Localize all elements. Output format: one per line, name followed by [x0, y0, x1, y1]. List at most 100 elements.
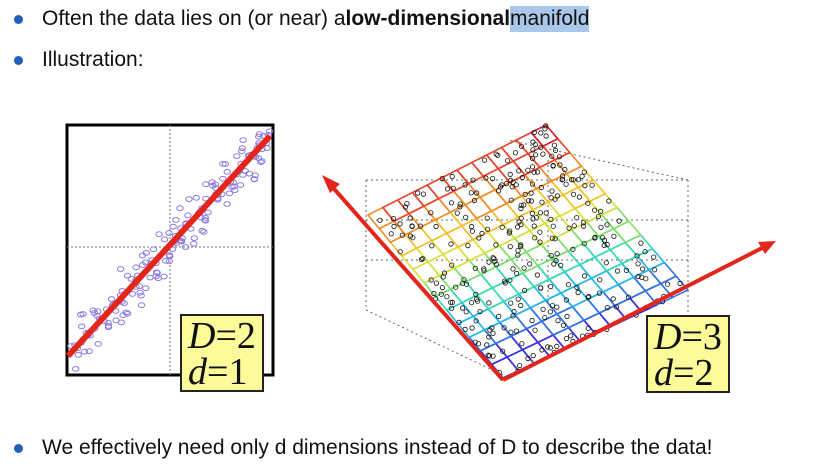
surface-cell [453, 259, 483, 283]
scatter-point [250, 176, 259, 182]
surface-point [515, 248, 521, 254]
surface-point [603, 260, 609, 266]
surface-point [639, 274, 645, 280]
scatter-point [141, 259, 150, 266]
surface-cell [426, 253, 456, 277]
surface-point [548, 216, 554, 223]
surface-point [579, 173, 585, 179]
surface-point [592, 234, 598, 240]
bullet-text-prefix: Often the data lies on (or near) a [42, 7, 346, 30]
surface-point [531, 129, 537, 136]
surface-point [538, 130, 544, 136]
surface-point [543, 210, 549, 216]
surface-point [397, 249, 403, 255]
surface-cell [624, 234, 654, 258]
surface-point [589, 182, 595, 188]
surface-point [538, 184, 544, 191]
surface-point [634, 253, 640, 259]
scatter-point [142, 285, 150, 292]
surface-point [529, 155, 536, 162]
surface-cell [411, 184, 441, 208]
surface-point [540, 151, 546, 157]
scatter-point [122, 309, 130, 316]
surface-point [457, 201, 463, 207]
surface-point [598, 224, 604, 230]
surface-point [420, 191, 427, 197]
surface-point [582, 182, 588, 189]
scatter-point [137, 292, 145, 299]
surface-point [493, 261, 499, 267]
bullet-text-bold: low-dimensional [345, 7, 511, 30]
bullet-manifold: Often the data lies on (or near) a low-d… [14, 6, 590, 32]
surface-point [513, 328, 519, 334]
surface-cell [389, 233, 418, 257]
surface-cell [540, 236, 570, 260]
surface-point [530, 216, 536, 222]
surface-cell [617, 276, 647, 300]
surface-point [457, 204, 463, 210]
surface-point [415, 190, 421, 196]
surface-cell [506, 272, 536, 296]
surface-point [550, 162, 556, 169]
surface-cell [548, 270, 578, 294]
bullet-illustration: Illustration: [14, 47, 144, 73]
surface-point [552, 196, 558, 202]
bullet-text: Illustration: [42, 48, 144, 71]
surface-point [410, 235, 416, 241]
surface-cell [590, 269, 620, 293]
surface-point [568, 333, 574, 339]
surface-point [519, 341, 525, 347]
surface-point [570, 177, 576, 183]
surface-point [528, 198, 534, 204]
scatter-point [263, 145, 271, 152]
scatter-2d-figure [65, 123, 275, 377]
surface-point [490, 353, 496, 359]
surface-point [550, 223, 556, 229]
surface-point [539, 347, 545, 353]
scatter-point [116, 266, 125, 272]
scatter-point [162, 257, 170, 264]
surface-cell [620, 255, 651, 279]
surface-point [533, 152, 539, 158]
surface-cell [547, 193, 577, 217]
surface-point [585, 200, 591, 206]
surface-point [547, 309, 553, 315]
scatter-point [123, 272, 132, 279]
scatter-point [127, 275, 136, 282]
surface-point [559, 176, 566, 183]
surface-point [543, 133, 549, 139]
surface-point [518, 243, 524, 250]
bullet-dot-icon [14, 55, 23, 65]
surface-point [516, 219, 522, 225]
scatter-point [78, 323, 86, 330]
surface-point [556, 154, 563, 160]
surface-point [486, 334, 492, 340]
surface-point [496, 313, 502, 319]
scatter-point [85, 348, 93, 355]
surface-point [516, 168, 522, 174]
surface-point [575, 289, 581, 296]
scatter-point [152, 269, 161, 276]
surface-point [522, 287, 528, 293]
surface-cell [448, 203, 478, 227]
surface-point [677, 280, 683, 287]
axis-left-line [326, 180, 505, 382]
surface-point [562, 166, 568, 173]
surface-cell [544, 292, 574, 315]
surface-point [585, 294, 591, 300]
scatter-point [202, 181, 210, 188]
surface-point [642, 249, 648, 255]
surface-cell [551, 249, 582, 273]
surface-point [542, 315, 548, 321]
surface-point [508, 197, 514, 203]
surface-point [391, 223, 397, 230]
surface-point [490, 255, 496, 261]
surface-point [586, 293, 592, 300]
surface-point [469, 223, 475, 230]
box-grid-line [365, 309, 504, 376]
surface-cell [601, 283, 632, 307]
surface-cell [491, 279, 521, 303]
surface-point [433, 280, 440, 286]
surface-cell [475, 286, 505, 310]
scatter-point [132, 264, 140, 271]
